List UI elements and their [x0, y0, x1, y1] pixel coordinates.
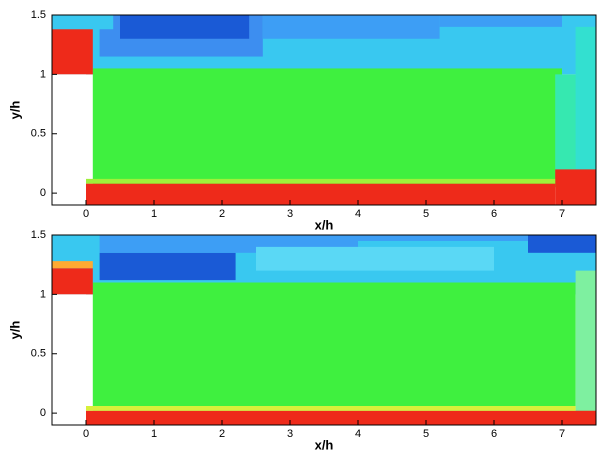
contour-region	[86, 411, 596, 425]
y-tick-label: 0.5	[31, 128, 46, 140]
contour-region	[52, 74, 86, 205]
contour-region	[52, 29, 93, 74]
y-tick-label: 0.5	[31, 348, 46, 360]
contour-region	[86, 406, 576, 411]
y-tick-label: 1	[40, 68, 46, 80]
contour-region	[86, 184, 555, 205]
contour-region	[52, 261, 93, 268]
contour-region	[256, 247, 494, 271]
panel: 0 1 2 3 4 5 6 7 0 0.5 1 1.5 x/h y/h	[7, 3, 596, 232]
contour-field	[52, 223, 596, 425]
x-tick-label: 4	[355, 208, 361, 220]
x-tick-label: 0	[83, 208, 89, 220]
x-tick-label: 1	[151, 208, 157, 220]
x-tick-label: 6	[491, 208, 497, 220]
y-tick-label: 0	[40, 187, 46, 199]
x-tick-label: 3	[287, 428, 293, 440]
contour-region	[555, 169, 596, 205]
x-tick-label: 6	[491, 428, 497, 440]
contour-region	[263, 3, 440, 39]
y-tick-label: 1	[40, 288, 46, 300]
contour-region	[86, 179, 555, 184]
contour-region	[576, 271, 596, 414]
x-axis-label: x/h	[315, 217, 334, 232]
y-tick-label: 1.5	[31, 9, 46, 21]
x-tick-label: 2	[219, 208, 225, 220]
x-tick-label: 1	[151, 428, 157, 440]
panel: 0 1 2 3 4 5 6 7 0 0.5 1 1.5 x/h y/h	[7, 223, 596, 452]
contour-region	[93, 68, 562, 187]
x-axis-label: x/h	[315, 437, 334, 452]
contour-region	[52, 268, 93, 294]
contour-region	[576, 27, 596, 170]
contour-region	[52, 3, 113, 29]
contour-region	[100, 253, 236, 280]
contour-region	[52, 294, 86, 425]
x-tick-label: 7	[559, 208, 565, 220]
x-tick-label: 5	[423, 428, 429, 440]
contour-region	[120, 3, 249, 39]
y-axis-label: y/h	[7, 321, 22, 340]
x-tick-label: 2	[219, 428, 225, 440]
x-tick-label: 0	[83, 428, 89, 440]
contour-region	[93, 283, 576, 411]
y-tick-label: 0	[40, 407, 46, 419]
figure: 0 1 2 3 4 5 6 7 0 0.5 1 1.5 x/h y/h 0 1 2 3 4 5 6 7 0 0.5 1 1.5 x/…	[0, 0, 600, 453]
y-axis-label: y/h	[7, 101, 22, 120]
y-tick-label: 1.5	[31, 229, 46, 241]
x-tick-label: 3	[287, 208, 293, 220]
x-tick-label: 5	[423, 208, 429, 220]
contour-region	[528, 223, 596, 253]
contour-field	[52, 3, 596, 205]
x-tick-label: 4	[355, 428, 361, 440]
x-tick-label: 7	[559, 428, 565, 440]
